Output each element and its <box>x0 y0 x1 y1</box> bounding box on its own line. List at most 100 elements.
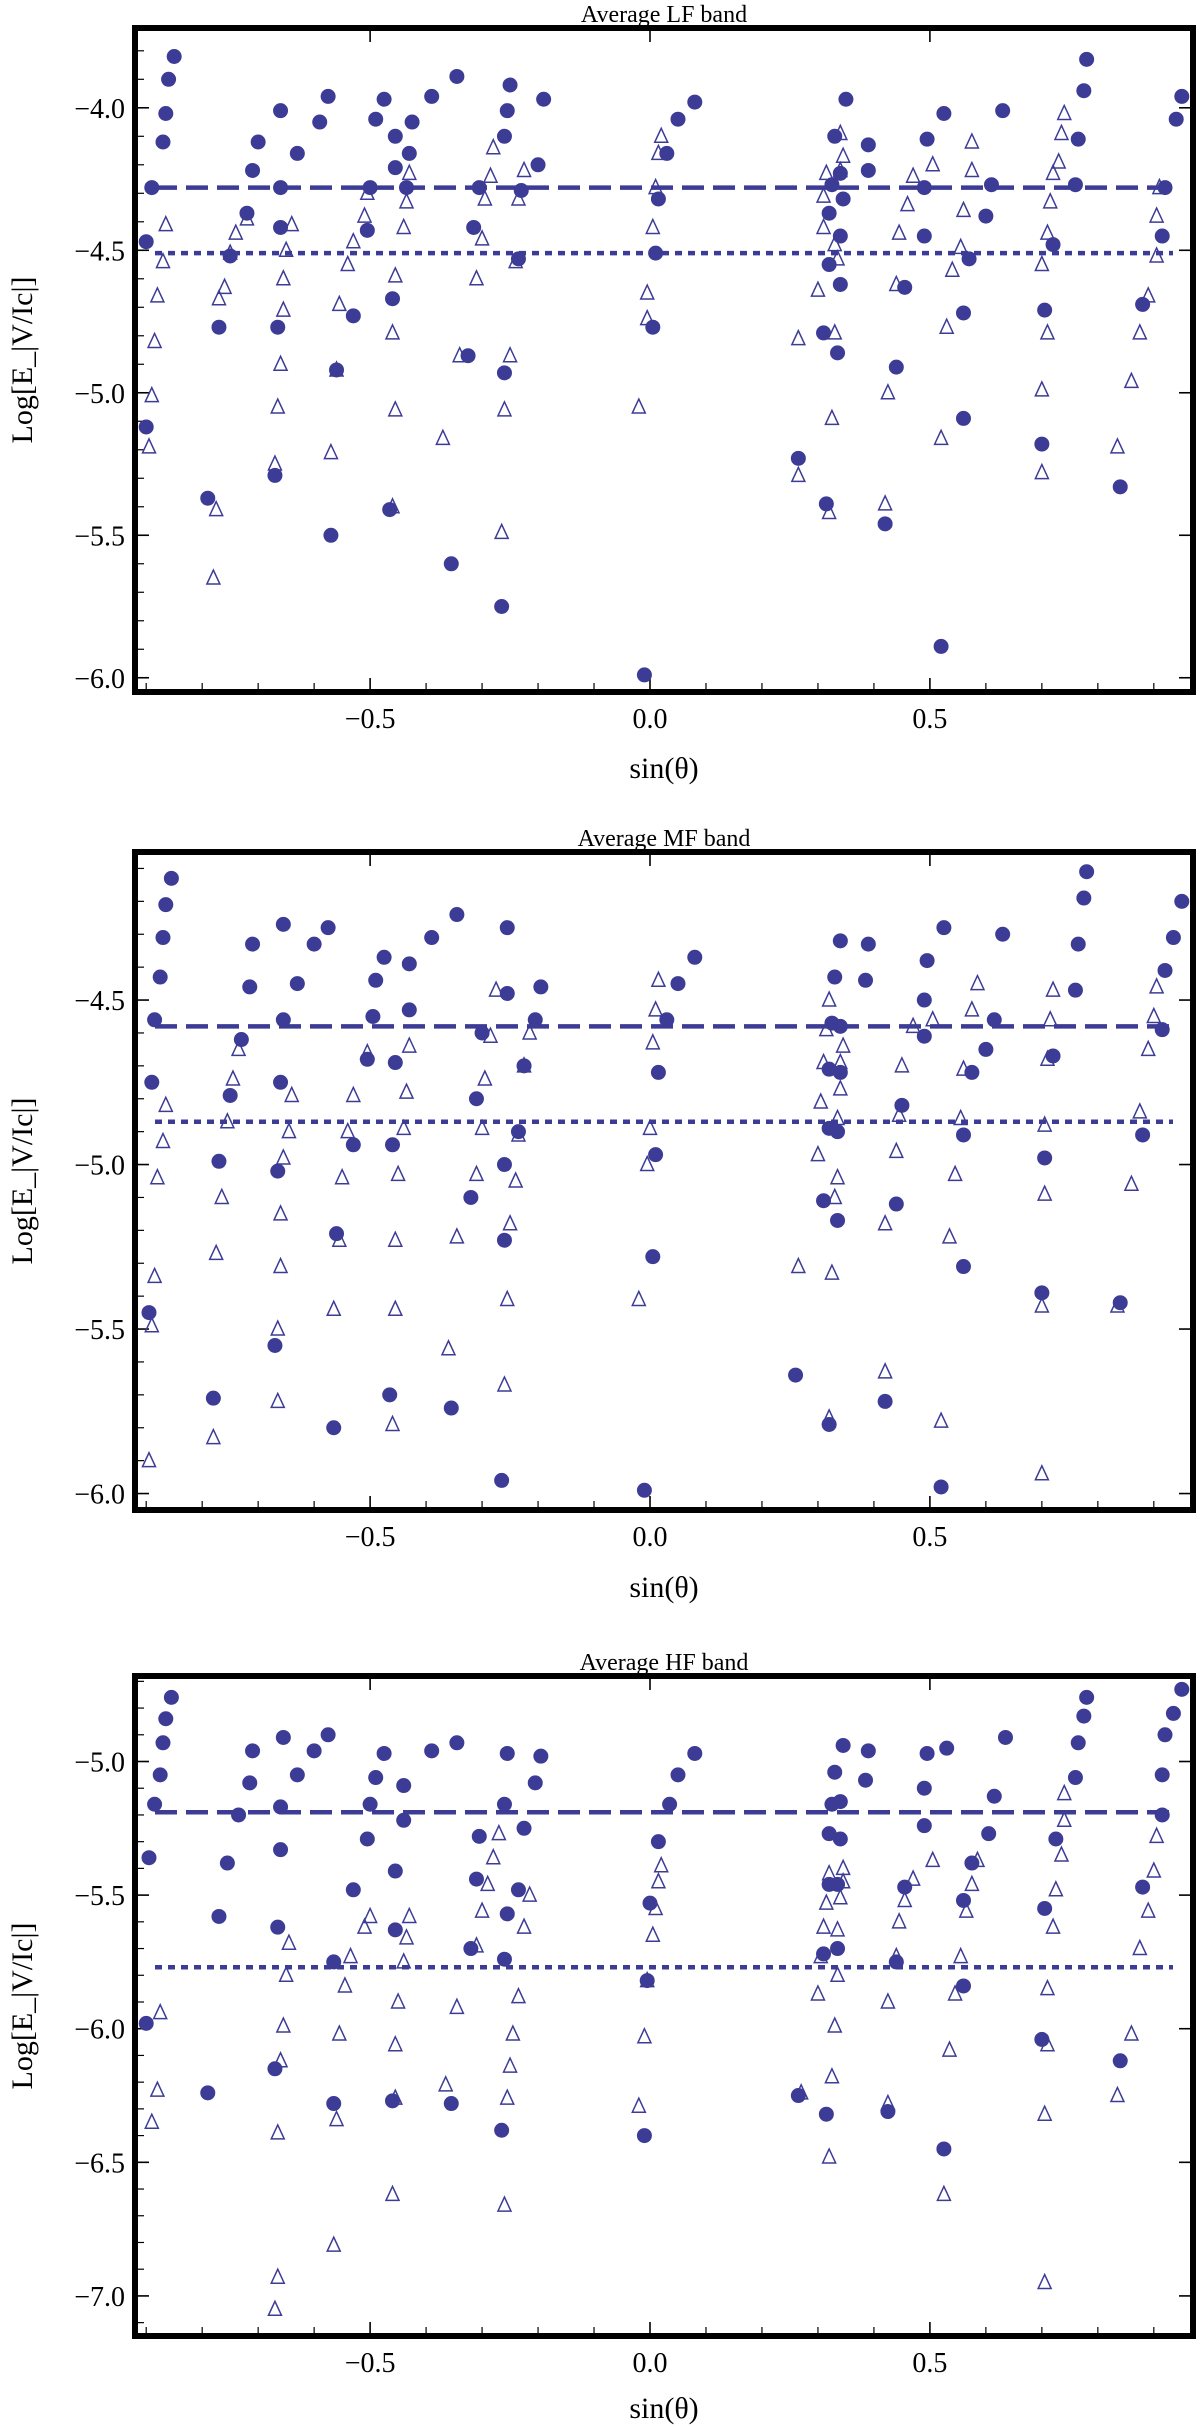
data-point-circle <box>835 1737 851 1753</box>
data-point-circle <box>1112 479 1128 495</box>
data-point-triangle <box>398 1082 415 1099</box>
data-point-triangle <box>832 160 849 178</box>
data-point-circle <box>499 1906 515 1922</box>
data-point-circle <box>273 103 289 119</box>
data-point-triangle <box>1056 103 1072 121</box>
data-point-circle <box>1174 1681 1190 1697</box>
data-point-circle <box>955 1259 971 1275</box>
data-point-triangle <box>880 382 896 400</box>
data-point-circle <box>995 103 1011 119</box>
x-tick-label: 0.0 <box>633 1522 668 1553</box>
data-point-triangle <box>653 126 669 144</box>
data-point-circle <box>510 1882 526 1898</box>
data-point-circle <box>1070 936 1086 952</box>
data-point-triangle <box>208 499 224 517</box>
data-point-circle <box>494 599 510 615</box>
data-point-triangle <box>401 1036 417 1053</box>
data-point-triangle <box>877 1213 893 1231</box>
data-point-circle <box>401 1002 417 1018</box>
data-point-circle <box>382 1387 398 1403</box>
data-point-triangle <box>790 328 807 346</box>
data-point-circle <box>468 1871 484 1887</box>
data-point-circle <box>449 1735 465 1751</box>
data-point-circle <box>936 2141 952 2157</box>
data-point-triangle <box>925 1010 941 1027</box>
data-point-triangle <box>502 2056 518 2073</box>
x-tick-label: −0.5 <box>345 704 396 735</box>
data-point-circle <box>345 1137 361 1153</box>
data-point-circle <box>1165 930 1181 946</box>
data-point-circle <box>345 308 361 324</box>
data-point-circle <box>200 490 216 506</box>
data-point-circle <box>233 1032 249 1048</box>
data-point-triangle <box>815 1052 832 1070</box>
data-point-triangle <box>821 502 837 520</box>
data-point-circle <box>1135 296 1151 312</box>
data-point-circle <box>205 1390 221 1406</box>
data-point-triangle <box>1036 1184 1053 1201</box>
data-point-circle <box>995 926 1011 942</box>
data-point-triangle <box>1036 1115 1053 1132</box>
data-point-circle <box>916 1818 932 1834</box>
data-point-triangle <box>1109 1296 1126 1313</box>
data-point-triangle <box>507 1171 524 1188</box>
data-point-triangle <box>356 206 373 223</box>
data-point-triangle <box>1056 1783 1072 1801</box>
data-point-triangle <box>502 345 518 363</box>
data-point-triangle <box>331 1230 347 1247</box>
data-point-triangle <box>813 1092 829 1109</box>
data-point-triangle <box>1140 1901 1156 1918</box>
data-point-triangle <box>516 160 532 178</box>
data-point-circle <box>1079 1689 1095 1705</box>
panel-title: Average MF band <box>578 826 751 852</box>
x-tick-label: 0.5 <box>912 1522 947 1553</box>
data-point-triangle <box>810 280 826 297</box>
data-point-triangle <box>505 2024 521 2041</box>
data-point-circle <box>1034 1285 1050 1301</box>
data-point-triangle <box>1148 977 1165 994</box>
data-point-triangle <box>384 496 401 514</box>
data-point-circle <box>964 1064 980 1080</box>
data-point-triangle <box>502 1213 518 1231</box>
data-point-circle <box>1048 1831 1064 1847</box>
data-point-circle <box>650 1064 666 1080</box>
y-tick-label: −5.0 <box>74 379 125 410</box>
data-point-circle <box>494 1472 510 1488</box>
data-point-triangle <box>824 2067 840 2084</box>
data-point-circle <box>267 2061 283 2077</box>
data-point-triangle <box>496 400 513 417</box>
data-point-triangle <box>1148 206 1165 223</box>
data-point-triangle <box>1146 1861 1162 1878</box>
data-point-triangle <box>1132 323 1148 340</box>
data-point-triangle <box>1148 1826 1165 1844</box>
data-point-triangle <box>650 1871 667 1889</box>
data-point-triangle <box>384 1414 401 1432</box>
data-point-circle <box>166 48 182 64</box>
data-point-circle <box>919 1745 935 1761</box>
data-point-circle <box>838 91 854 107</box>
data-point-circle <box>289 976 305 992</box>
data-point-triangle <box>894 1056 910 1073</box>
data-point-triangle <box>905 166 921 183</box>
data-point-circle <box>359 222 375 238</box>
data-point-circle <box>1135 1127 1151 1143</box>
data-point-triangle <box>214 1187 230 1205</box>
data-point-triangle <box>477 189 493 206</box>
data-point-triangle <box>827 323 843 340</box>
data-point-triangle <box>362 1906 378 1924</box>
data-point-triangle <box>829 1167 846 1185</box>
data-point-circle <box>211 319 227 335</box>
y-tick-label: −5.0 <box>74 1151 125 1182</box>
data-point-triangle <box>813 1946 829 1964</box>
data-point-triangle <box>239 209 255 226</box>
data-point-triangle <box>821 990 837 1007</box>
data-point-circle <box>275 916 291 932</box>
data-point-circle <box>365 1009 381 1024</box>
data-point-triangle <box>158 214 174 232</box>
data-point-triangle <box>941 1227 958 1244</box>
data-point-circle <box>163 1689 179 1705</box>
data-point-circle <box>326 1420 342 1436</box>
data-point-triangle <box>964 1874 980 1892</box>
data-point-triangle <box>925 155 941 172</box>
data-point-circle <box>1168 111 1184 127</box>
